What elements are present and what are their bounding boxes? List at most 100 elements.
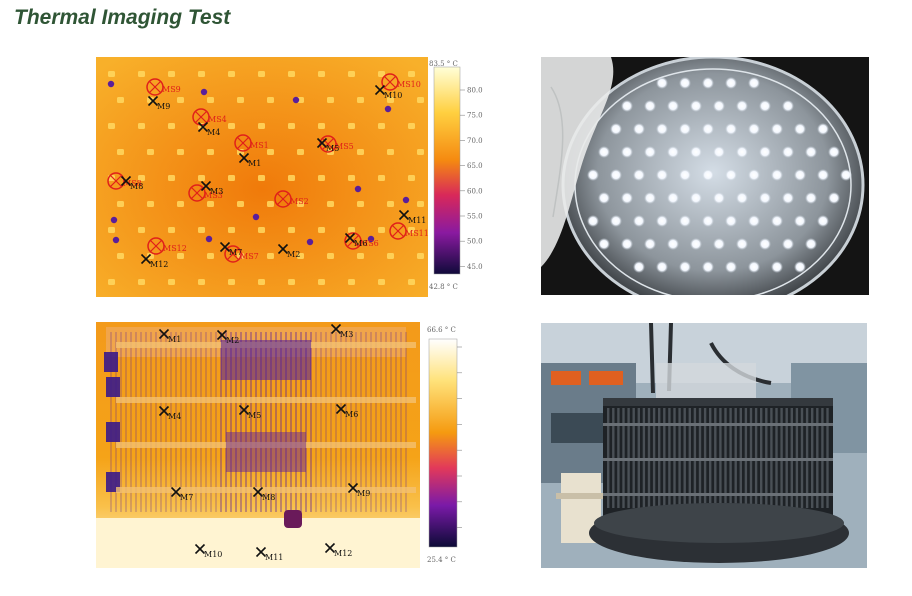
led	[667, 238, 679, 250]
circle-marker: MS1	[234, 134, 269, 152]
scale-tick-label: 50.0	[467, 238, 483, 246]
marker-label: M7	[180, 493, 193, 502]
marker-label: M10	[384, 91, 402, 100]
circle-marker: MS3	[188, 184, 223, 202]
marker-label: MS7	[240, 252, 259, 261]
marker-label: M2	[287, 250, 300, 259]
measurement-marker: M7	[170, 486, 193, 502]
fin-stripe	[355, 332, 357, 512]
led-hotspot	[408, 71, 415, 77]
led	[771, 215, 783, 227]
cross-mark	[200, 180, 212, 192]
led	[656, 215, 668, 227]
led-hotspot	[378, 123, 385, 129]
led	[748, 123, 760, 135]
measurement-marker: M1	[158, 328, 181, 344]
led	[713, 146, 725, 158]
scale-tick-label: 70.0	[467, 137, 483, 145]
led-hotspot	[258, 279, 265, 285]
led	[598, 192, 610, 204]
fin-rail	[116, 442, 416, 448]
hot-base-region	[96, 518, 420, 568]
scale-tick-label: 45.0	[467, 263, 483, 271]
led-hotspot	[417, 149, 424, 155]
led-hotspot	[417, 253, 424, 259]
circle-marker: MS8	[107, 172, 142, 190]
fin-stripe	[390, 332, 392, 512]
cross-mark	[255, 546, 267, 558]
fin-stripe	[320, 332, 322, 512]
fin-stripe	[210, 332, 212, 512]
led-hotspot	[168, 71, 175, 77]
led	[817, 123, 829, 135]
led-hotspot	[318, 71, 325, 77]
led	[713, 192, 725, 204]
measurement-markers-bottom: M1 M2 M3 M4 M5 M6 M7 M8 M9 M10 M11 M12	[158, 323, 370, 562]
led	[736, 100, 748, 112]
fin-stripe	[300, 332, 302, 512]
led	[610, 169, 622, 181]
fin-stripe	[200, 332, 202, 512]
led-hotspot	[207, 97, 214, 103]
circle-mark	[389, 222, 407, 240]
led	[644, 238, 656, 250]
fin-stripe	[395, 332, 397, 512]
cross-mark	[398, 209, 410, 221]
fin-stripe	[140, 332, 142, 512]
led	[840, 169, 852, 181]
led	[748, 261, 760, 273]
marker-label: M12	[334, 549, 352, 558]
fin-stripe	[185, 332, 187, 512]
marker-label: MS6	[360, 239, 379, 248]
cross-mark	[347, 482, 359, 494]
circle-marker: MS12	[147, 237, 187, 255]
led-hotspot	[387, 149, 394, 155]
marker-label: M3	[210, 187, 223, 196]
led	[794, 261, 806, 273]
measurement-marker: M6	[344, 232, 367, 248]
fin-stripe	[255, 332, 257, 512]
measurement-marker: M6	[335, 403, 358, 419]
led	[679, 169, 691, 181]
marker-label: M5	[248, 411, 261, 420]
measurement-marker: M9	[347, 482, 370, 498]
measurement-marker: M9	[147, 95, 170, 111]
fin-rail	[116, 487, 416, 493]
fin-stripe	[125, 332, 127, 512]
scale-max-label: 66.6 ° C	[427, 326, 456, 334]
cloth-cover	[541, 57, 614, 267]
marker-label: M7	[229, 248, 242, 257]
led-hotspot	[267, 97, 274, 103]
led	[633, 123, 645, 135]
led-hotspot	[327, 253, 334, 259]
marker-label: M8	[130, 182, 143, 191]
led-hotspot	[387, 201, 394, 207]
fin-stripe	[190, 332, 192, 512]
led	[725, 123, 737, 135]
cross-mark	[316, 137, 328, 149]
cross-mark	[219, 241, 231, 253]
led	[633, 215, 645, 227]
led	[713, 100, 725, 112]
cool-spot	[292, 96, 300, 104]
led-hotspot	[117, 201, 124, 207]
cool-spot	[402, 196, 410, 204]
led-hotspot	[348, 279, 355, 285]
thermal-image-led-panel: MS1 MS2 MS3 MS4 MS5 MS6 MS7 MS8 MS9 MS10 MS11 MS12 M…	[96, 57, 496, 297]
fin-stripe	[120, 332, 122, 512]
marker-label: MS3	[204, 191, 223, 200]
led-hotspot	[108, 71, 115, 77]
fin-stripe	[160, 332, 162, 512]
led	[759, 192, 771, 204]
scale-ticks-top: 80.0 75.0 70.0 65.0 60.0 55.0 50.0 45.0	[460, 87, 483, 271]
led	[725, 261, 737, 273]
fin-stripe	[275, 332, 277, 512]
led-hotspot	[318, 279, 325, 285]
fin-stripe	[235, 332, 237, 512]
cross-mark	[277, 243, 289, 255]
cross-mark	[158, 328, 170, 340]
led	[621, 100, 633, 112]
measurement-marker: M4	[197, 121, 220, 137]
marker-label: MS12	[163, 244, 187, 253]
fin-stripe	[305, 332, 307, 512]
